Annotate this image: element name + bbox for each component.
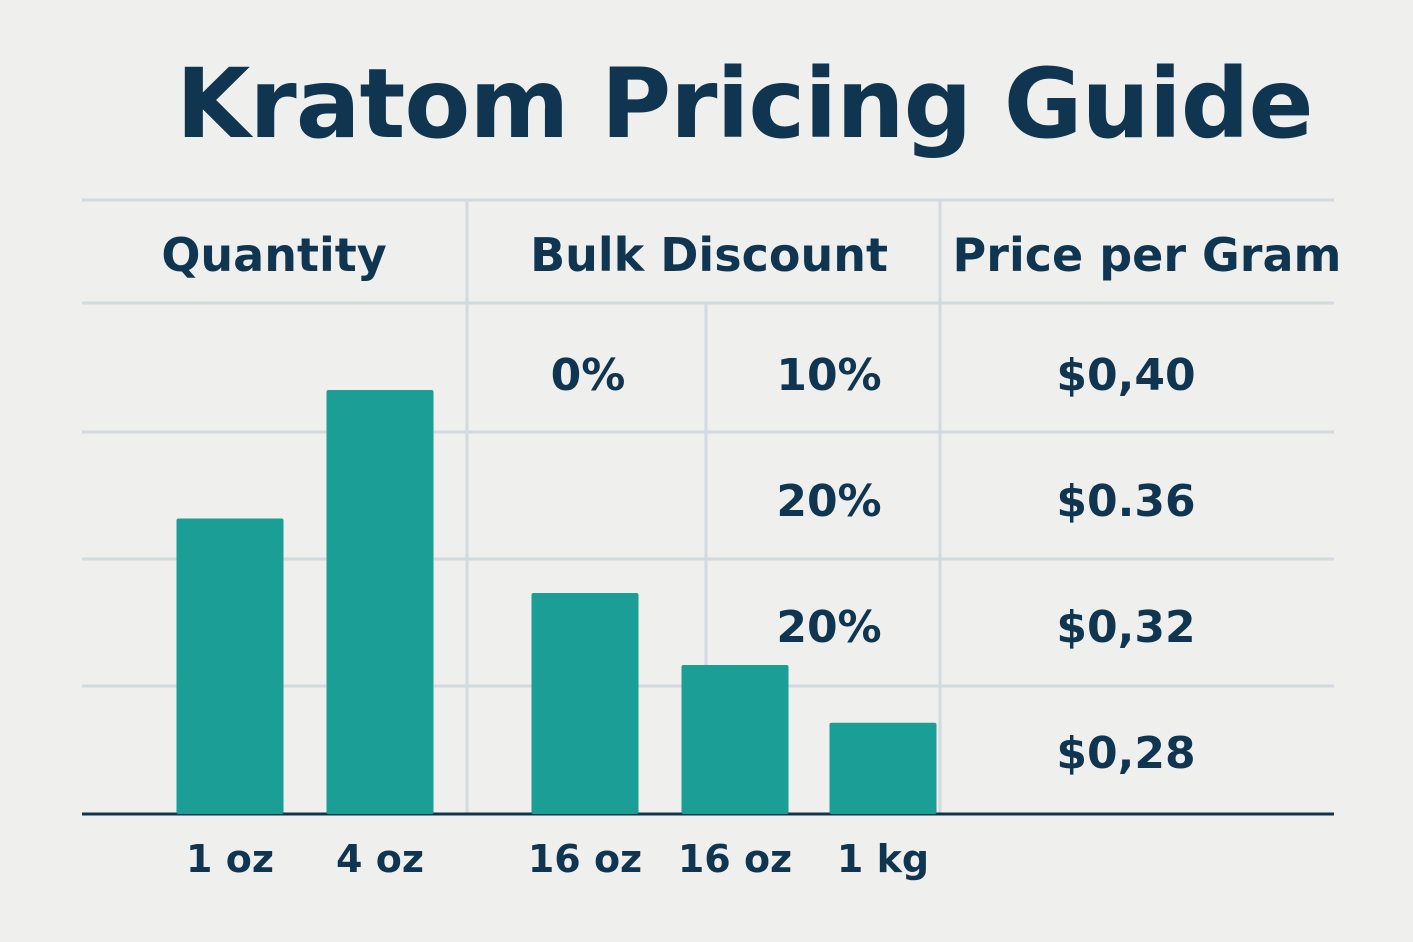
bar-1 bbox=[176, 518, 284, 814]
bar-4 bbox=[681, 664, 789, 814]
price-cell: $0,32 bbox=[1056, 602, 1195, 653]
column-header: Quantity bbox=[161, 228, 386, 282]
x-tick-label: 16 oz bbox=[528, 837, 642, 881]
price-cell: $0.36 bbox=[1056, 476, 1195, 527]
discount-cell: 10% bbox=[776, 350, 881, 401]
bar-5 bbox=[829, 722, 937, 814]
x-tick-label: 4 oz bbox=[336, 837, 424, 881]
bar-2 bbox=[326, 389, 434, 814]
discount-cell: 20% bbox=[776, 602, 881, 653]
x-tick-label: 1 kg bbox=[837, 837, 929, 881]
column-header: Bulk Discount bbox=[530, 228, 888, 282]
text-layer: 1 oz 4 oz 16 oz 16 oz 1 kg Quantity Bulk Disco… bbox=[161, 228, 1341, 881]
discount-cell: 0% bbox=[551, 350, 626, 401]
grid-layer bbox=[82, 198, 1334, 816]
x-tick-label: 1 oz bbox=[186, 837, 274, 881]
x-tick-label: 16 oz bbox=[678, 837, 792, 881]
bar-3 bbox=[531, 592, 639, 814]
chart-title: Kratom Pricing Guide bbox=[176, 48, 1314, 160]
price-cell: $0,40 bbox=[1056, 350, 1195, 401]
column-header: Price per Gram bbox=[953, 228, 1342, 282]
bars-layer bbox=[176, 389, 937, 814]
discount-cell: 20% bbox=[776, 476, 881, 527]
price-cell: $0,28 bbox=[1056, 728, 1195, 779]
